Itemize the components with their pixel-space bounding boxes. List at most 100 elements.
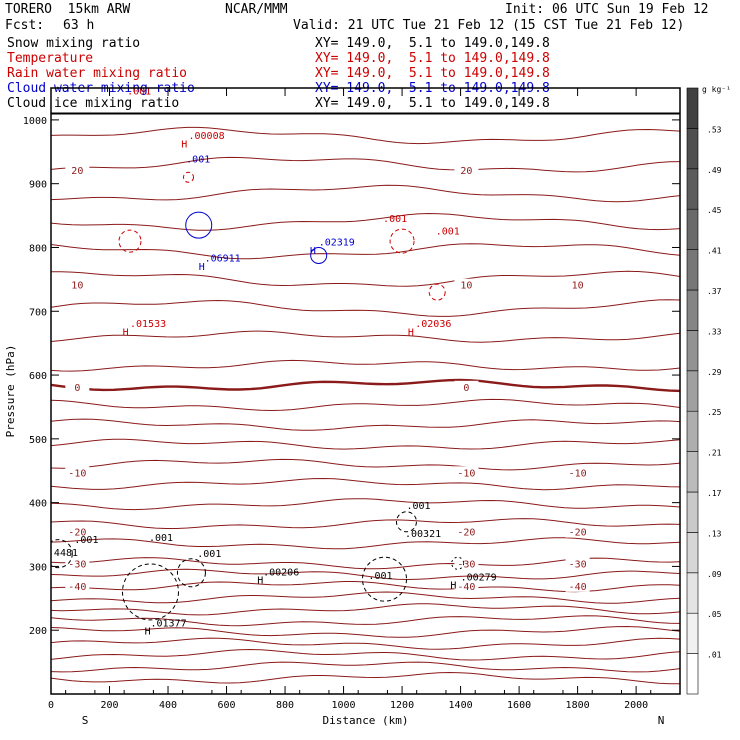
isotherm-label-text: -30: [457, 560, 475, 571]
x-tick-label: 1400: [449, 700, 473, 711]
isotherm-label-text: -10: [68, 468, 86, 479]
isotherm-line: [51, 378, 680, 393]
colorbar-level-label: .25: [707, 408, 722, 417]
snow-ice-annotation: .001: [149, 533, 173, 544]
colorbar-level-label: .33: [707, 327, 722, 336]
isotherm-label: -20: [65, 525, 90, 539]
colorbar-level-label: .17: [707, 489, 722, 498]
isotherm-label: -40: [454, 579, 479, 593]
isotherm-line: [51, 477, 680, 491]
isotherm-line: [51, 603, 680, 616]
isotherm-label-bg: [65, 163, 90, 176]
isotherm-line: [51, 518, 680, 529]
isotherm-label: 10: [65, 278, 90, 292]
isotherm-label-bg: [565, 557, 590, 570]
cloud-water-contour: [185, 211, 213, 239]
isotherm-label: -30: [565, 557, 590, 571]
y-axis-label: Pressure (hPa): [4, 345, 17, 438]
isotherm-label-bg: [65, 557, 90, 570]
isotherm-label-text: -30: [569, 560, 587, 571]
isotherm-label: 10: [565, 278, 590, 292]
isotherm-label: 0: [454, 380, 479, 394]
cloud-ice-contour: [451, 556, 465, 570]
y-tick-label: 900: [29, 180, 47, 191]
isotherm-label: -20: [565, 525, 590, 539]
isotherm-label-bg: [565, 525, 590, 538]
rain-annotation: .001: [436, 227, 460, 238]
snow-ice-annotation: .00279: [461, 572, 497, 583]
isotherm-label-bg: [565, 579, 590, 592]
x-tick-label: 1000: [332, 700, 356, 711]
snow-ice-annotation: .01377: [150, 618, 186, 629]
valid-time: Valid: 21 UTC Tue 21 Feb 12 (15 CST Tue …: [293, 18, 685, 33]
colorbar-box: [686, 208, 699, 250]
forecast-hour: 63 h: [63, 18, 95, 33]
isotherm-line: [51, 671, 680, 685]
plot-frame: [50, 87, 681, 695]
colorbar-box: [686, 612, 699, 654]
field-xy-rain: XY= 149.0, 5.1 to 149.0,149.8: [315, 66, 550, 81]
isotherm-label-bg: [65, 579, 90, 592]
y-tick-label: 700: [29, 307, 47, 318]
isotherm-label: -10: [65, 466, 90, 479]
isotherm-label: -30: [454, 557, 479, 571]
isotherm-line: [51, 270, 680, 287]
field-label-temperature: Temperature: [7, 51, 94, 66]
isotherm-label-text: -20: [457, 528, 475, 539]
y-tick-label: 400: [29, 499, 47, 510]
isotherm-line: [51, 498, 680, 511]
field-xy-temperature: XY= 149.0, 5.1 to 149.0,149.8: [315, 51, 550, 66]
colorbar-box: [686, 128, 699, 170]
rain-contour: [428, 283, 446, 301]
rain-contour: [118, 229, 142, 253]
colorbar-level-label: .45: [707, 206, 722, 215]
snow-ice-annotation: 4481: [54, 548, 78, 559]
cloud-ice-contour: [51, 539, 73, 569]
x-tick-label: 1200: [390, 700, 414, 711]
isotherm-label-text: 0: [463, 383, 469, 394]
isotherm-line: [51, 330, 680, 343]
isotherm-line: [51, 299, 680, 317]
end-label-south: S: [82, 714, 89, 727]
colorbar-box: [686, 532, 699, 574]
x-tick-label: 1800: [566, 700, 590, 711]
isotherm-label: -30: [65, 557, 90, 571]
isotherm-label: 20: [65, 163, 90, 177]
isotherm-label-text: -20: [569, 528, 587, 539]
colorbar-box: [686, 653, 699, 695]
isotherm-label-text: -10: [569, 468, 587, 479]
snow-ice-annotation: H: [450, 581, 456, 592]
isotherm-line: [51, 438, 680, 450]
rain-annotation: H: [123, 328, 129, 339]
rain-contour: [183, 171, 195, 183]
y-tick-label: 800: [29, 243, 47, 254]
colorbar-box: [686, 87, 699, 129]
isotherm-label-text: 0: [74, 383, 80, 394]
isotherm-line: [51, 648, 680, 661]
x-tick-label: 1600: [507, 700, 531, 711]
colorbar-box: [686, 410, 699, 452]
field-xy-snow: XY= 149.0, 5.1 to 149.0,149.8: [315, 36, 550, 51]
cloud-water-annotation: H: [199, 262, 205, 273]
rain-annotation: H: [408, 328, 414, 339]
isotherm-line: [51, 637, 680, 650]
isotherm-label-text: 10: [460, 281, 472, 292]
colorbar-level-label: .41: [707, 247, 722, 256]
forecast-label: Fcst:: [5, 18, 45, 33]
colorbar-box: [686, 572, 699, 614]
isotherm-label-text: -40: [68, 582, 86, 593]
isotherm-label: 20: [454, 163, 479, 177]
snow-ice-annotation: H: [145, 627, 151, 638]
colorbar-box: [686, 370, 699, 412]
isotherm-label-bg: [454, 380, 479, 393]
isotherm-line: [51, 661, 680, 673]
rain-annotation: .001: [127, 86, 151, 97]
x-tick-label: 2000: [624, 700, 648, 711]
colorbar-unit-label: g kg⁻¹: [702, 85, 731, 94]
org-label: NCAR/MMM: [225, 2, 288, 17]
cloud-water-contour: [310, 246, 328, 264]
colorbar-level-label: .09: [707, 570, 722, 579]
isotherm-label-text: -40: [457, 582, 475, 593]
snow-ice-annotation: .001: [368, 571, 392, 582]
isotherm-label-text: 20: [460, 166, 472, 177]
